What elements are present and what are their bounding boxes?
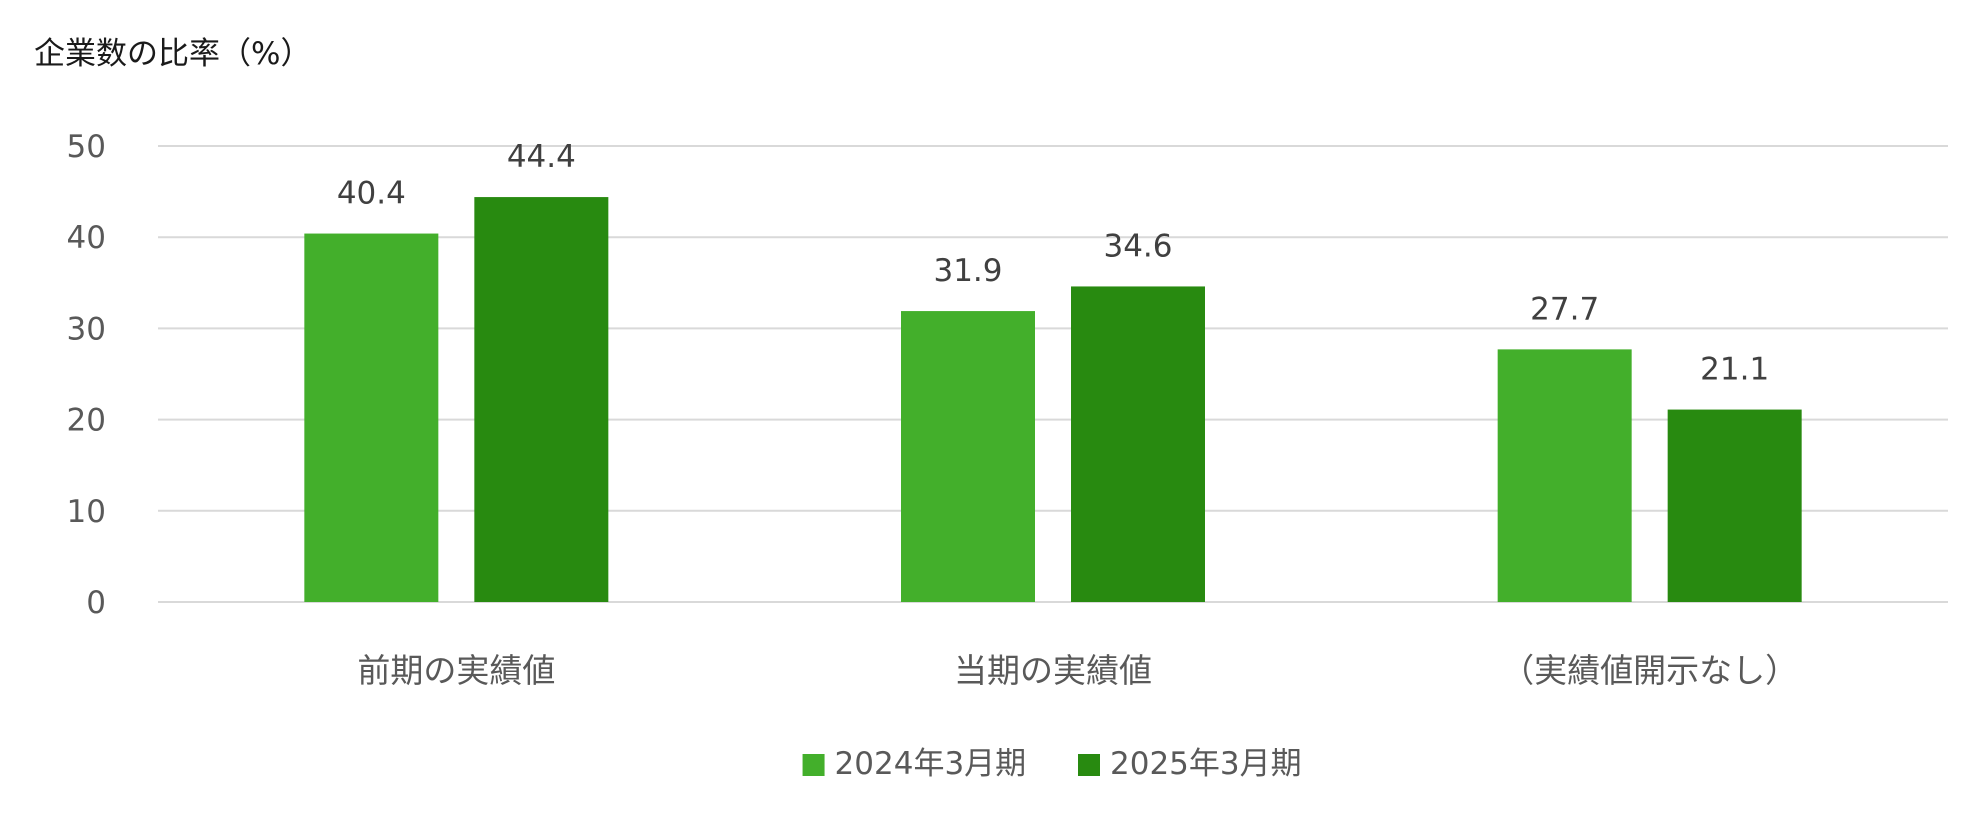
- y-axis-ticks: 0 10 20 30 40 50: [67, 129, 106, 621]
- legend-label: 2024年3月期: [835, 746, 1027, 782]
- bar: [304, 233, 439, 602]
- y-tick-label: 50: [67, 129, 106, 165]
- x-axis-labels: 前期の実績値 当期の実績値 （実績値開示なし）: [357, 651, 1798, 690]
- x-category-label: （実績値開示なし）: [1501, 651, 1798, 690]
- y-tick-label: 40: [67, 220, 106, 256]
- y-tick-label: 30: [67, 311, 106, 347]
- legend-swatch: [1078, 754, 1100, 776]
- data-label: 34.6: [1103, 228, 1172, 264]
- bar: [901, 311, 1035, 602]
- gridlines: [158, 145, 1948, 603]
- bar: [1667, 409, 1802, 602]
- bar: [474, 197, 609, 602]
- legend-label: 2025年3月期: [1110, 746, 1302, 782]
- data-labels: 40.4 44.4 31.9 34.6 27.7 21.1: [337, 139, 1769, 387]
- data-label: 27.7: [1530, 291, 1599, 327]
- data-label: 31.9: [933, 253, 1002, 289]
- x-category-label: 当期の実績値: [954, 651, 1152, 690]
- data-label: 40.4: [337, 176, 406, 212]
- bars: [304, 197, 1802, 602]
- legend: 2024年3月期 2025年3月期: [802, 746, 1302, 782]
- y-axis-title: 企業数の比率（%）: [34, 36, 311, 72]
- data-label: 21.1: [1700, 352, 1769, 388]
- y-tick-label: 20: [67, 403, 106, 439]
- y-tick-label: 10: [67, 494, 106, 530]
- x-category-label: 前期の実績値: [357, 651, 555, 690]
- bar: [1071, 286, 1205, 602]
- legend-swatch: [802, 754, 825, 776]
- y-tick-label: 0: [86, 585, 106, 621]
- bar: [1497, 349, 1632, 602]
- data-label: 44.4: [507, 139, 576, 175]
